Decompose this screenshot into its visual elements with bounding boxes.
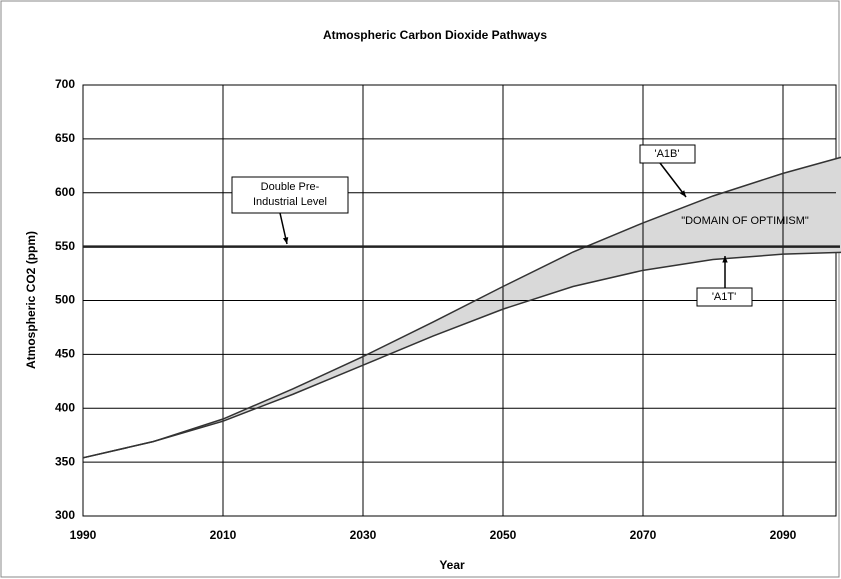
y-tick-label: 550	[55, 239, 75, 253]
x-tick-label: 2070	[630, 528, 657, 542]
legend-label: 'A1B'	[655, 148, 680, 160]
annotation: Double Pre-	[261, 181, 320, 193]
ref-annotation-arrowhead	[282, 237, 289, 244]
a1t-annotation-box	[696, 287, 753, 307]
chart-title: Atmospheric Carbon Dioxide Pathways	[323, 28, 547, 42]
y-axis-label: Atmospheric CO2 (ppm)	[24, 231, 38, 369]
x-tick-label: 2050	[490, 528, 517, 542]
y-tick-label: 400	[55, 400, 75, 414]
y-tick-label: 700	[55, 77, 75, 91]
a1t-annotation-arrowhead	[722, 256, 728, 263]
x-tick-label: 1990	[70, 528, 97, 542]
y-tick-label: 350	[55, 454, 75, 468]
y-tick-label: 300	[55, 508, 75, 522]
annotation: Industrial Level	[253, 196, 327, 208]
ref-annotation-box	[231, 176, 349, 214]
a1b-annotation-arrowhead	[679, 190, 686, 197]
a1b-annotation-arrow	[659, 162, 687, 198]
x-axis-label: Year	[439, 558, 465, 572]
x-tick-label: 2010	[210, 528, 237, 542]
y-tick-label: 450	[55, 347, 75, 361]
legend-label: 'A1T'	[712, 291, 736, 303]
y-tick-label: 650	[55, 131, 75, 145]
band-label: "DOMAIN OF OPTIMISM"	[681, 215, 809, 227]
x-tick-label: 2090	[770, 528, 797, 542]
x-tick-label: 2030	[350, 528, 377, 542]
y-tick-label: 500	[55, 293, 75, 307]
y-tick-label: 600	[55, 185, 75, 199]
line-series	[82, 156, 841, 459]
a1b-annotation-box	[639, 144, 696, 164]
